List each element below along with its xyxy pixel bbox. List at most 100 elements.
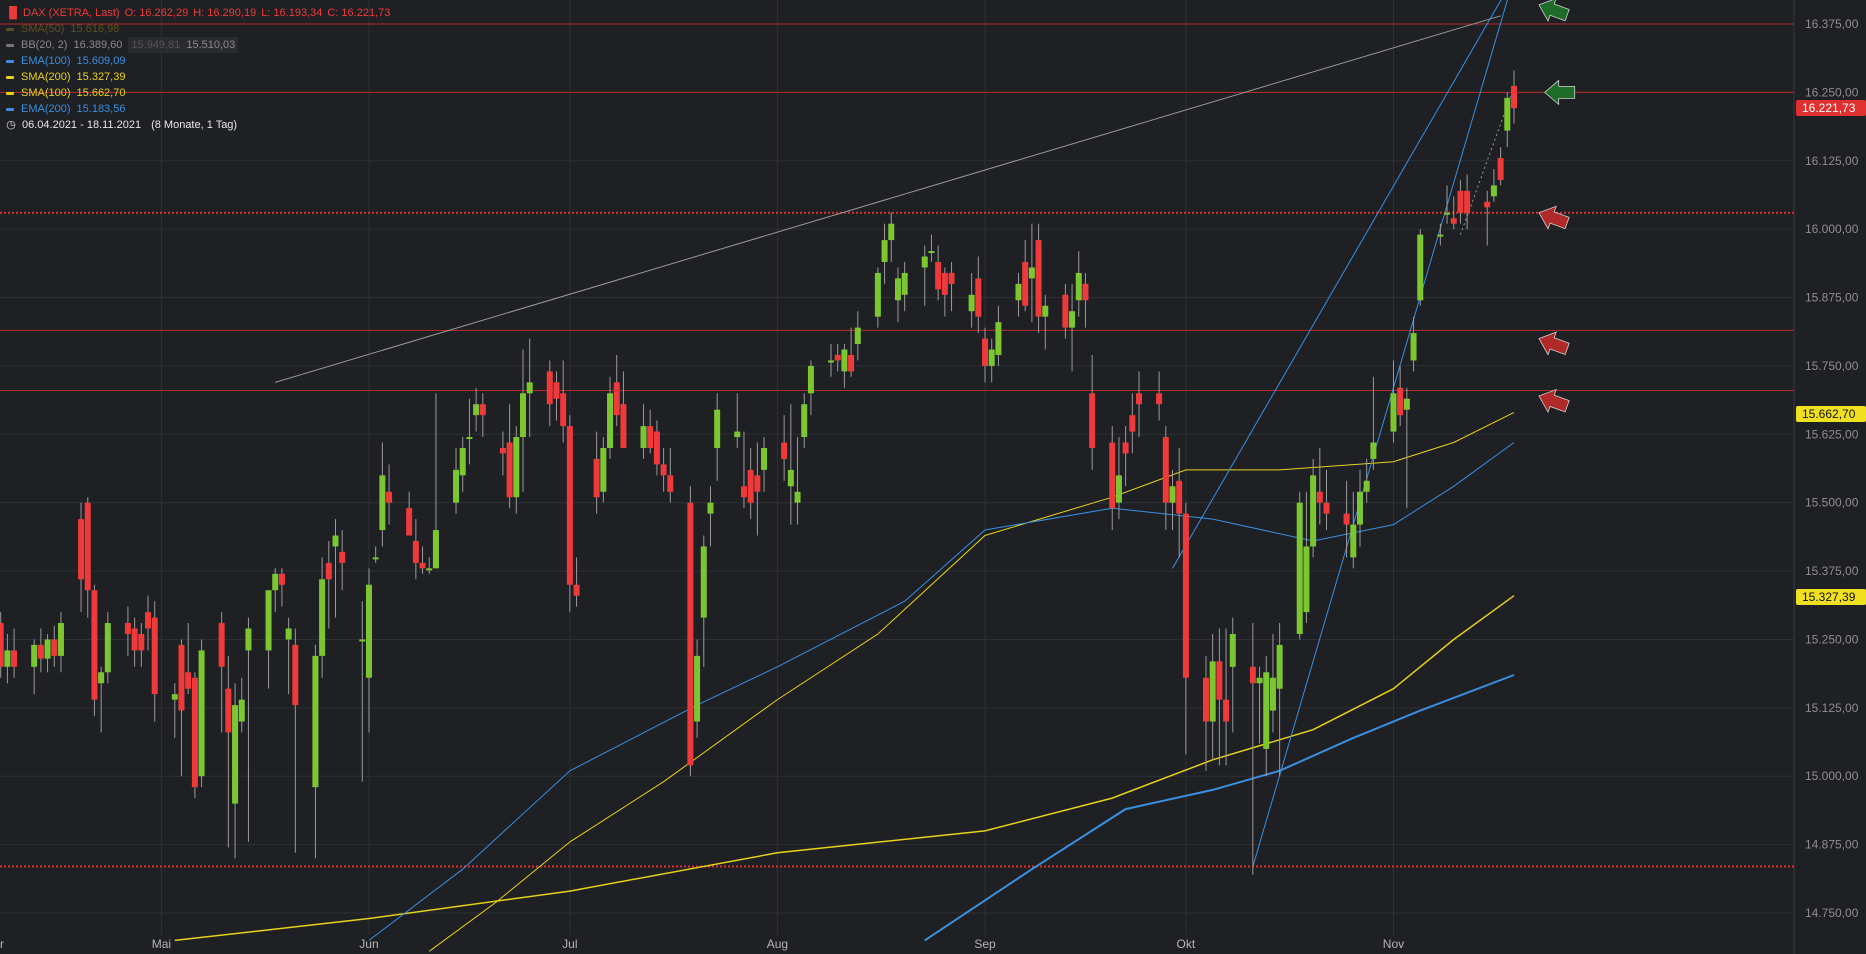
candle-body bbox=[1403, 398, 1410, 410]
candle-body bbox=[198, 650, 205, 777]
candle-body bbox=[1202, 677, 1209, 722]
candle-body bbox=[1350, 524, 1357, 558]
candle-body bbox=[995, 322, 1002, 355]
candle-body bbox=[84, 502, 91, 591]
candle-body bbox=[834, 354, 841, 361]
candle-body bbox=[901, 272, 908, 295]
price-tag: 16.221,73 bbox=[1796, 99, 1866, 116]
arrow-shape bbox=[1538, 0, 1570, 22]
candle-body bbox=[607, 393, 614, 448]
indicator-row-ema200[interactable]: EMA(200) 15.183,56 bbox=[6, 101, 395, 117]
candle-body bbox=[98, 672, 105, 684]
candle-body bbox=[700, 546, 707, 618]
candle-body bbox=[1323, 502, 1330, 514]
candle-body bbox=[1504, 97, 1511, 131]
trendline bbox=[1252, 0, 1508, 867]
indicator-row-bb[interactable]: BB(20, 2) 16.389,60 15.949,81 15.510,03 bbox=[6, 37, 395, 53]
candle-body bbox=[419, 562, 426, 569]
candle-body bbox=[801, 404, 808, 438]
candle-body bbox=[1296, 502, 1303, 634]
candle-body bbox=[479, 404, 486, 416]
candle-body bbox=[1122, 442, 1129, 454]
clock-icon: ◷ bbox=[6, 119, 16, 131]
y-tick-label: 15.125,00 bbox=[1805, 701, 1859, 715]
candle-body bbox=[11, 650, 18, 667]
indicator-line-ema100 bbox=[368, 442, 1515, 941]
candle-body bbox=[1156, 393, 1163, 405]
arrow-shape bbox=[1538, 388, 1570, 414]
y-tick-label: 15.250,00 bbox=[1805, 632, 1859, 646]
candle-body bbox=[566, 426, 573, 585]
indicator-value: 15.327,39 bbox=[76, 71, 126, 83]
candle-body bbox=[747, 469, 754, 503]
candle-body bbox=[1464, 190, 1471, 213]
candle-body bbox=[1075, 272, 1082, 301]
candle-body bbox=[694, 655, 701, 722]
x-tick-label: r bbox=[0, 937, 4, 951]
candle-body bbox=[1276, 644, 1283, 689]
candle-body bbox=[171, 694, 178, 700]
candle-body bbox=[138, 633, 145, 651]
candle-body bbox=[292, 644, 299, 706]
price-tag: 15.327,39 bbox=[1796, 589, 1866, 606]
candle-body bbox=[600, 447, 607, 492]
indicator-row-ema100[interactable]: EMA(100) 15.609,09 bbox=[6, 53, 395, 69]
indicator-row-sma100[interactable]: SMA(100) 15.662,70 bbox=[6, 85, 395, 101]
candle-body bbox=[1450, 218, 1457, 224]
y-tick-label: 15.375,00 bbox=[1805, 564, 1859, 578]
candle-body bbox=[881, 240, 888, 262]
x-tick-label: Mai bbox=[152, 937, 171, 951]
candle-body bbox=[1089, 393, 1096, 448]
candle-body bbox=[647, 426, 654, 448]
candle-body bbox=[386, 491, 393, 503]
candle-body bbox=[1028, 267, 1035, 279]
candle-body bbox=[0, 623, 4, 667]
period-range: 06.04.2021 - 18.11.2021 bbox=[22, 119, 142, 131]
x-tick-label: Aug bbox=[767, 937, 788, 951]
candle-body bbox=[459, 447, 466, 476]
candle-body bbox=[365, 584, 372, 678]
indicator-row-sma200[interactable]: SMA(200) 15.327,39 bbox=[6, 69, 395, 85]
candle-body bbox=[412, 540, 419, 563]
candle-body bbox=[1310, 475, 1317, 547]
candle-body bbox=[560, 393, 567, 427]
close-value: C: 16.221,73 bbox=[327, 7, 391, 19]
candle-body bbox=[51, 639, 58, 656]
x-tick-label: Jun bbox=[359, 937, 378, 951]
candle-body bbox=[573, 584, 580, 596]
candle-body bbox=[499, 447, 506, 454]
trendline bbox=[275, 15, 1501, 383]
candle-body bbox=[31, 644, 38, 667]
bb-swatch bbox=[6, 43, 14, 47]
candle-body bbox=[124, 623, 131, 634]
candle-body bbox=[1062, 294, 1069, 328]
indicator-value-mid: 15.949,81 bbox=[128, 37, 184, 53]
candle-body bbox=[1390, 393, 1397, 432]
y-tick-label: 15.625,00 bbox=[1805, 427, 1859, 441]
candle-body bbox=[1303, 546, 1310, 613]
ema100-swatch bbox=[6, 59, 14, 63]
price-tag: 15.662,70 bbox=[1796, 405, 1866, 422]
sma200-swatch bbox=[6, 75, 14, 79]
candle-body bbox=[1182, 513, 1189, 678]
y-tick-label: 15.500,00 bbox=[1805, 496, 1859, 510]
indicator-name: EMA(100) bbox=[21, 55, 71, 67]
candle-body bbox=[218, 623, 225, 667]
candle-body bbox=[513, 437, 520, 498]
candle-body bbox=[948, 272, 955, 284]
x-tick-label: Sep bbox=[974, 937, 996, 951]
y-tick-label: 15.750,00 bbox=[1805, 359, 1859, 373]
period-row[interactable]: ◷ 06.04.2021 - 18.11.2021 (8 Monate, 1 T… bbox=[6, 117, 395, 133]
candle-body bbox=[4, 650, 11, 667]
candle-body bbox=[1035, 240, 1042, 317]
candle-body bbox=[466, 437, 473, 440]
indicator-row-sma50[interactable]: SMA(50) 15.616,98 bbox=[6, 21, 395, 37]
candle-body bbox=[37, 644, 44, 659]
candle-body bbox=[1176, 480, 1183, 514]
low-value: L: 16.193,34 bbox=[261, 7, 323, 19]
candle-body bbox=[935, 261, 942, 290]
chart-type-icon[interactable]: █​ bbox=[9, 7, 17, 19]
candle-body bbox=[1015, 283, 1022, 301]
